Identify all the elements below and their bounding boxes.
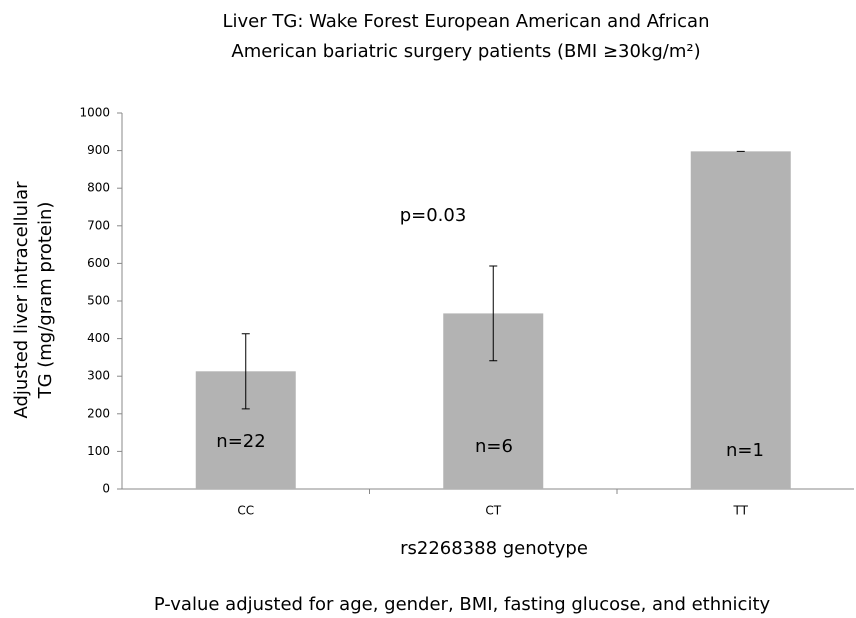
y-tick-label: 400: [87, 331, 110, 345]
error-bar: [489, 265, 498, 362]
y-tick-label: 100: [87, 444, 110, 458]
y-tick-label: 500: [87, 294, 110, 308]
annotation: p=0.03: [400, 205, 467, 226]
x-tick-label: TT: [733, 504, 749, 518]
y-tick-label: 1000: [79, 106, 110, 120]
bar: [690, 151, 791, 490]
chart-title: American bariatric surgery patients (BMI…: [231, 41, 700, 62]
y-tick-label: 700: [87, 218, 110, 232]
annotation: n=22: [216, 431, 265, 452]
y-tick-label: 600: [87, 256, 110, 270]
y-tick-label: 0: [102, 482, 110, 496]
y-axis-label: TG (mg/gram protein): [35, 202, 56, 400]
x-axis-label: rs2268388 genotype: [400, 538, 588, 559]
y-tick-label: 200: [87, 406, 110, 420]
x-tick-label: CT: [485, 504, 501, 518]
footnote: P-value adjusted for age, gender, BMI, f…: [154, 594, 771, 615]
y-tick-label: 300: [87, 369, 110, 383]
annotation: n=1: [726, 440, 764, 461]
y-tick-label: 800: [87, 181, 110, 195]
y-axis-label: Adjusted liver intracellular: [11, 181, 32, 419]
x-tick-label: CC: [237, 504, 254, 518]
y-tick-label: 900: [87, 143, 110, 157]
error-bar: [241, 333, 250, 410]
chart-title: Liver TG: Wake Forest European American …: [223, 11, 710, 32]
annotation: n=6: [475, 436, 513, 457]
